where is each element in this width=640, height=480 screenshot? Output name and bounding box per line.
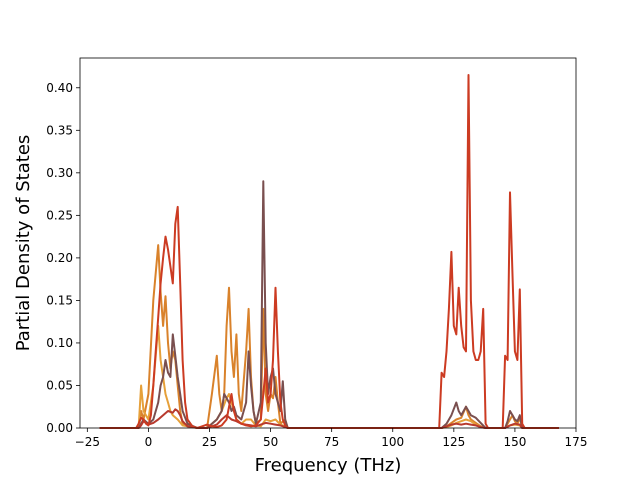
x-tick-label: −25 xyxy=(75,435,100,449)
y-tick-label: 0.15 xyxy=(46,293,73,307)
x-tick-label: 50 xyxy=(263,435,278,449)
y-tick-label: 0.05 xyxy=(46,378,73,392)
y-tick-label: 0.20 xyxy=(46,251,73,265)
pdos-series-3-line xyxy=(99,180,559,429)
y-tick-label: 0.25 xyxy=(46,208,73,222)
y-tick-label: 0.40 xyxy=(46,81,73,95)
x-tick-label: 75 xyxy=(324,435,339,449)
x-tick-label: 175 xyxy=(565,435,588,449)
y-tick-label: 0.30 xyxy=(46,166,73,180)
pdos-series-5-line xyxy=(99,74,559,429)
x-tick-label: 0 xyxy=(145,435,153,449)
x-tick-label: 150 xyxy=(503,435,526,449)
x-axis: −25 0 25 50 75 100 125 150 175 xyxy=(75,428,588,449)
x-tick-label: 100 xyxy=(381,435,404,449)
pdos-series-2-line xyxy=(99,324,559,429)
series-layer xyxy=(99,74,559,429)
y-tick-label: 0.35 xyxy=(46,123,73,137)
y-axis: 0.00 0.05 0.10 0.15 0.20 0.25 0.30 0.35 0.40 xyxy=(46,81,80,435)
plot-frame xyxy=(79,57,577,429)
x-tick-label: 125 xyxy=(442,435,465,449)
x-axis-label: Frequency (THz) xyxy=(255,455,402,476)
y-tick-label: 0.10 xyxy=(46,336,73,350)
y-tick-label: 0.00 xyxy=(46,421,73,435)
x-tick-label: 25 xyxy=(202,435,217,449)
y-axis-label: Partial Density of States xyxy=(13,135,34,352)
